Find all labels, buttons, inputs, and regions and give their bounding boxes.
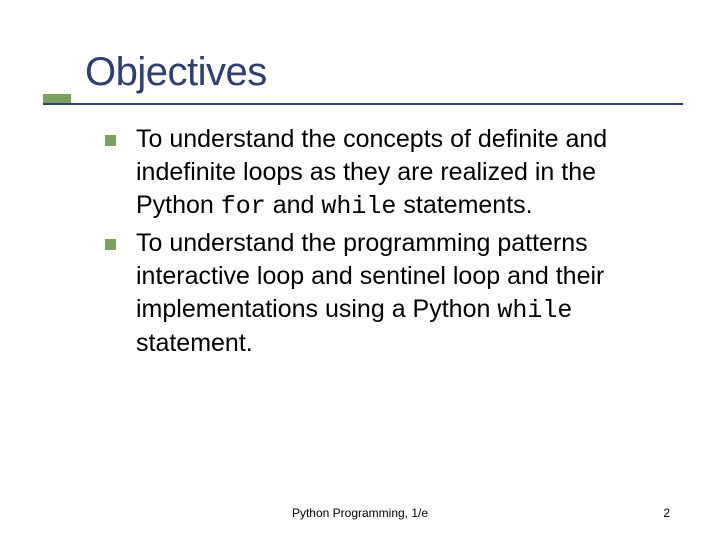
slide-title: Objectives xyxy=(85,50,675,95)
bullet-text: To understand the concepts of definite a… xyxy=(136,123,645,223)
footer-text: Python Programming, 1/e xyxy=(0,506,720,520)
title-block: Objectives xyxy=(85,50,675,95)
bullet-text: To understand the programming patterns i… xyxy=(136,227,645,360)
bullet-square-icon xyxy=(105,135,116,146)
content-area: To understand the concepts of definite a… xyxy=(105,123,645,360)
bullet-item: To understand the concepts of definite a… xyxy=(105,123,645,223)
page-number: 2 xyxy=(663,506,670,520)
accent-bar xyxy=(43,94,71,103)
bullet-item: To understand the programming patterns i… xyxy=(105,227,645,360)
slide: Objectives To understand the concepts of… xyxy=(0,0,720,540)
bullet-square-icon xyxy=(105,239,116,250)
title-underline xyxy=(43,103,683,105)
